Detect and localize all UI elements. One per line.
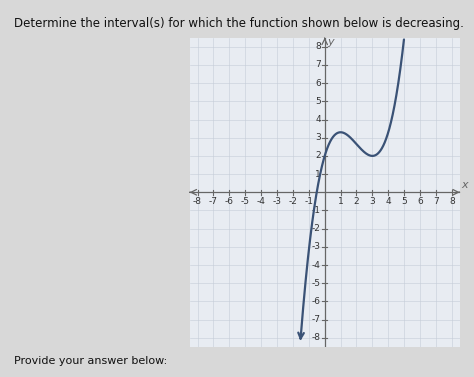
Text: 6: 6 [315,79,321,88]
Text: 2: 2 [354,198,359,206]
Text: -7: -7 [312,315,321,324]
Text: 3: 3 [370,198,375,206]
Text: 5: 5 [401,198,407,206]
Text: 1: 1 [315,170,321,179]
Text: -2: -2 [289,198,297,206]
Text: 3: 3 [315,133,321,142]
Text: 7: 7 [433,198,439,206]
Text: y: y [327,37,334,47]
Text: 8: 8 [449,198,455,206]
Text: Provide your answer below:: Provide your answer below: [14,356,167,366]
Text: 1: 1 [337,198,344,206]
Text: 5: 5 [315,97,321,106]
Text: -5: -5 [241,198,250,206]
Text: -6: -6 [225,198,234,206]
Text: 4: 4 [315,115,321,124]
Text: 4: 4 [385,198,391,206]
Text: x: x [461,179,468,190]
Text: Determine the interval(s) for which the function shown below is decreasing.: Determine the interval(s) for which the … [14,17,464,30]
Text: 8: 8 [315,42,321,51]
Text: -8: -8 [193,198,202,206]
Text: -5: -5 [312,279,321,288]
Text: -3: -3 [273,198,282,206]
Text: 7: 7 [315,60,321,69]
Text: -3: -3 [312,242,321,251]
Text: -2: -2 [312,224,321,233]
Text: -8: -8 [312,333,321,342]
Text: -1: -1 [304,198,313,206]
Text: -4: -4 [312,261,321,270]
Text: -7: -7 [209,198,218,206]
Text: -1: -1 [312,206,321,215]
Text: -6: -6 [312,297,321,306]
Text: -4: -4 [257,198,265,206]
Text: 6: 6 [417,198,423,206]
Text: 2: 2 [315,152,321,160]
